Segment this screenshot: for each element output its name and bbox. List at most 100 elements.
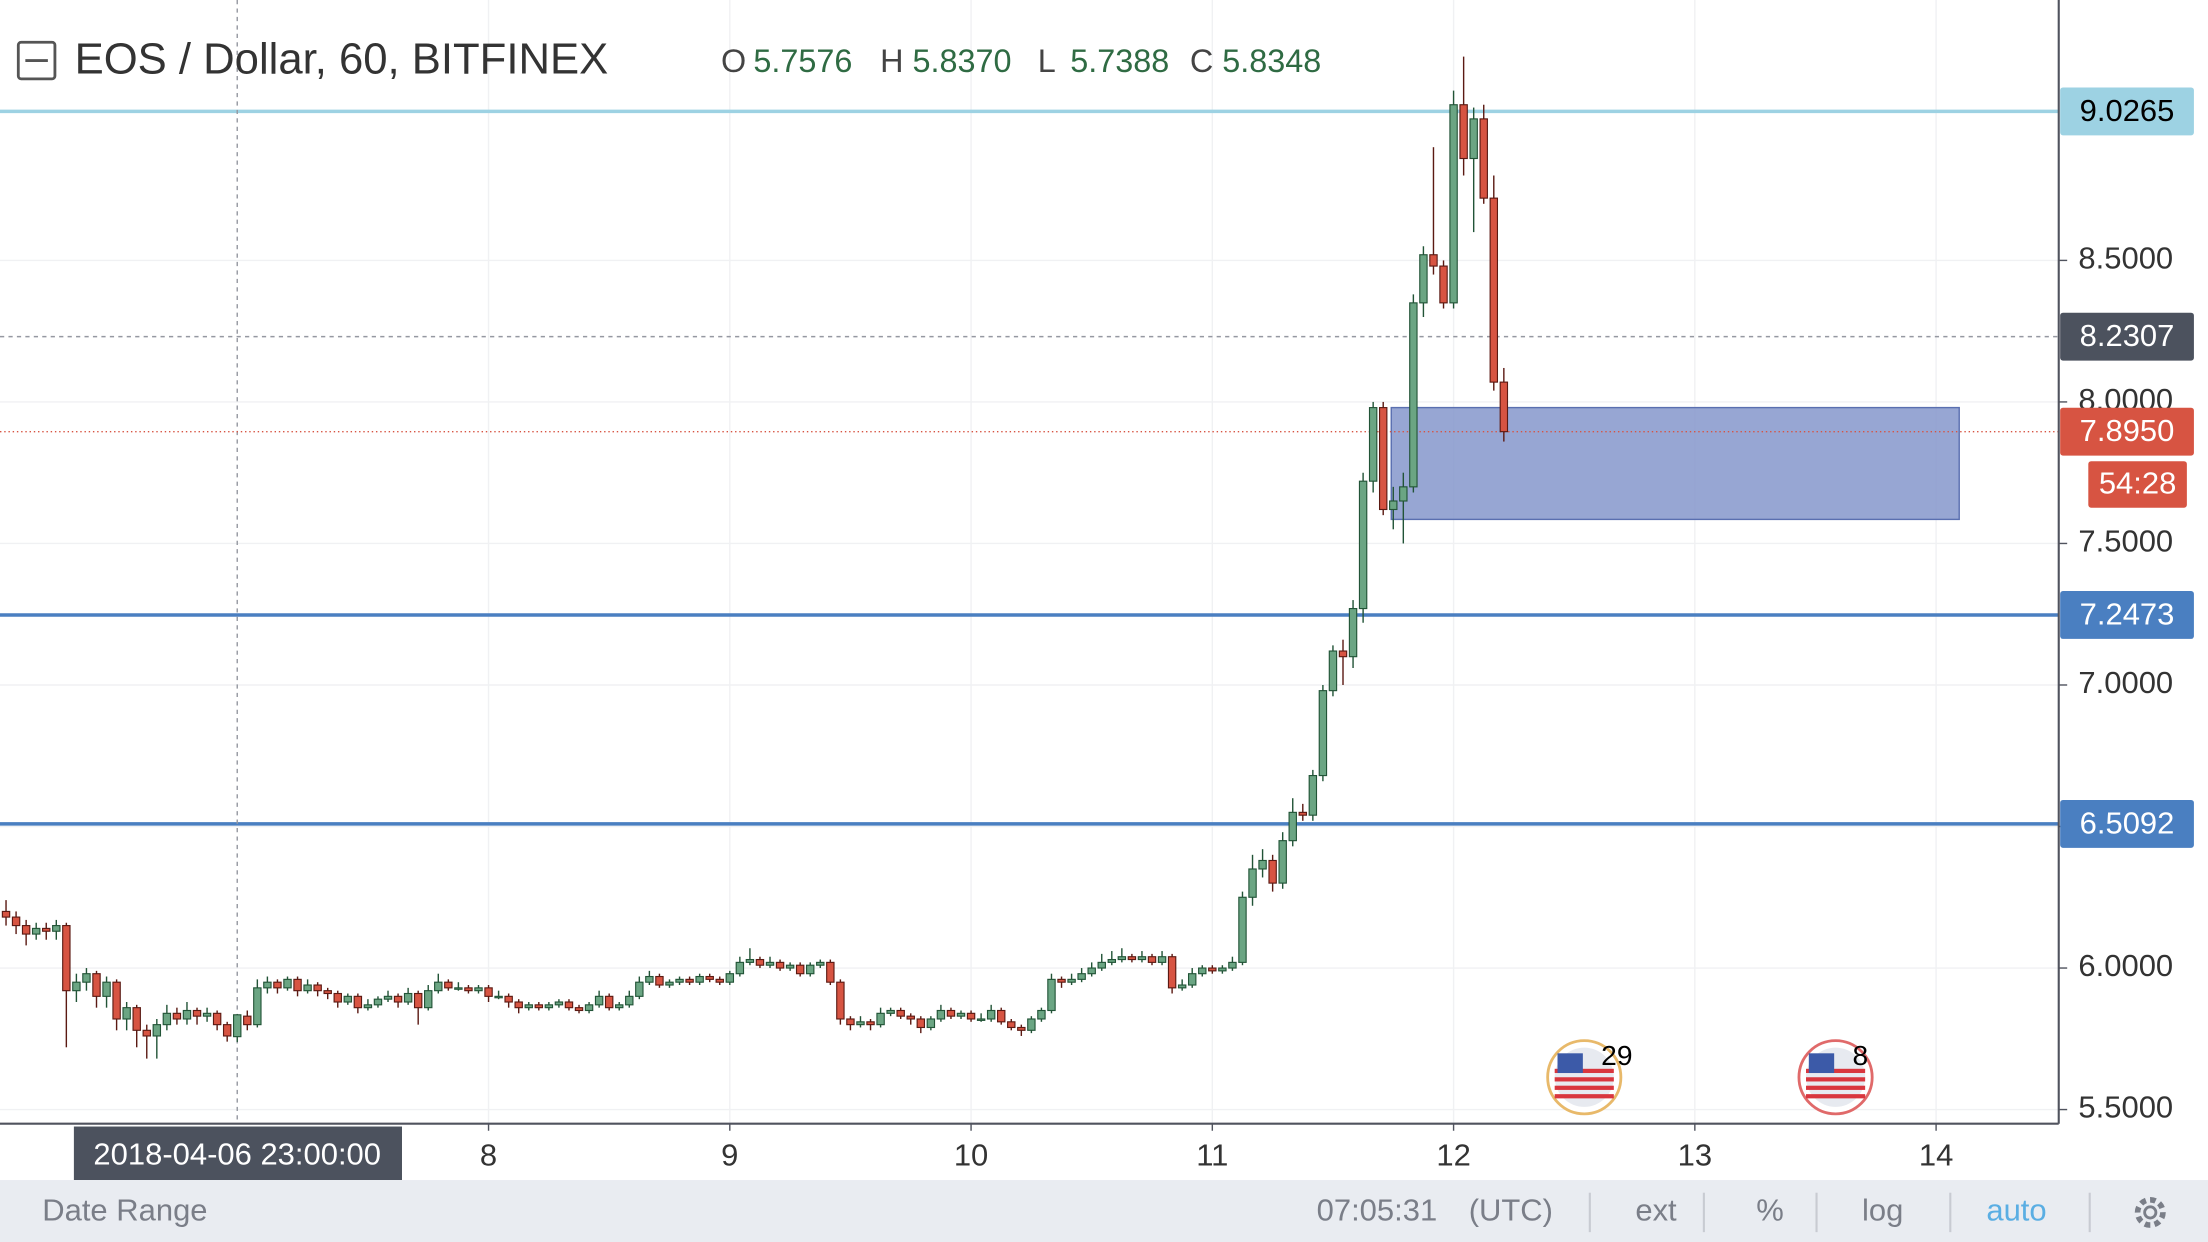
- candle-body: [1278, 840, 1287, 884]
- candle-body: [424, 990, 433, 1009]
- candle-body: [715, 978, 724, 983]
- candle-body: [1338, 650, 1348, 658]
- ohlc-value: 5.7388: [1070, 43, 1169, 79]
- candle-body: [1298, 811, 1308, 816]
- y-tick-label: 6.0000: [2078, 948, 2173, 983]
- candle-body: [132, 1007, 141, 1031]
- candle-body: [383, 995, 393, 1000]
- candle-body: [1117, 956, 1127, 961]
- header-icon[interactable]: [16, 40, 57, 81]
- ohlc-value: 5.8348: [1222, 43, 1321, 79]
- flag-stripe: [1805, 1068, 1866, 1074]
- zone-rectangle: [1390, 406, 1960, 521]
- crosshair-time-label: 2018-04-06 23:00:00: [93, 1136, 381, 1171]
- candle-body: [1399, 486, 1408, 502]
- settings-gear[interactable]: [2134, 1196, 2166, 1228]
- candle-body: [896, 1009, 905, 1017]
- ohlc-letter: L: [1038, 43, 1056, 79]
- candle-body: [685, 978, 694, 983]
- candle-body: [1459, 104, 1468, 160]
- candle-body: [836, 981, 845, 1020]
- candle-body: [343, 995, 353, 1003]
- candle-body: [323, 990, 332, 995]
- candle-body: [253, 987, 262, 1026]
- candle-body: [42, 927, 51, 932]
- y-tick-label: 7.0000: [2078, 665, 2173, 700]
- candle-body: [1238, 896, 1247, 963]
- crosshair-time-box: [73, 1126, 402, 1181]
- candle-body: [886, 1009, 895, 1014]
- toolbar-button[interactable]: %: [1756, 1193, 1784, 1228]
- level-label: 9.0265: [2080, 93, 2175, 128]
- toolbar-button[interactable]: auto: [1986, 1193, 2046, 1228]
- flag-stripe: [1805, 1094, 1866, 1099]
- candle-body: [514, 1001, 523, 1009]
- candle-body: [655, 975, 664, 986]
- flag-stripe: [1554, 1094, 1614, 1099]
- candle-body: [615, 1004, 624, 1009]
- candle-body: [695, 975, 704, 983]
- candle-body: [765, 961, 775, 966]
- candle-body: [1499, 381, 1509, 433]
- ohlc-letter: C: [1190, 43, 1213, 79]
- candle-body: [1087, 967, 1096, 975]
- countdown-box: [2088, 461, 2187, 508]
- candle-body: [1027, 1018, 1036, 1031]
- timezone[interactable]: (UTC): [1469, 1193, 1553, 1228]
- candle-body: [1258, 859, 1267, 870]
- x-tick-label: 13: [1678, 1138, 1712, 1173]
- candle-body: [1047, 978, 1056, 1012]
- clock: 07:05:31: [1317, 1193, 1438, 1228]
- candle-body: [604, 995, 614, 1009]
- level-label: 6.5092: [2080, 806, 2175, 841]
- candle-body: [574, 1007, 584, 1012]
- date-range-button[interactable]: Date Range: [42, 1193, 207, 1228]
- level-box: [2060, 591, 2194, 639]
- toolbar-button[interactable]: ext: [1635, 1193, 1677, 1228]
- candle-body: [876, 1012, 885, 1026]
- candle-body: [182, 1009, 192, 1020]
- candle-body: [1137, 956, 1147, 961]
- x-tick-label: 11: [1196, 1138, 1228, 1173]
- candle-body: [635, 981, 644, 997]
- candle-body: [1288, 811, 1297, 842]
- candle-body: [313, 984, 322, 992]
- candle-body: [31, 927, 41, 935]
- candle-body: [1378, 407, 1388, 511]
- candle-body: [705, 975, 714, 980]
- flag-canton: [1557, 1053, 1583, 1074]
- candle-body: [21, 925, 31, 935]
- candle-body: [1439, 265, 1448, 304]
- candle-body: [1489, 197, 1499, 383]
- candle-body: [152, 1024, 162, 1037]
- candle-body: [52, 925, 61, 932]
- candle-body: [353, 995, 363, 1009]
- flag-stripe: [1554, 1077, 1614, 1082]
- candle-body: [584, 1004, 594, 1012]
- candle-body: [192, 1009, 202, 1017]
- candle-body: [62, 925, 71, 992]
- candle-body: [1389, 500, 1398, 511]
- flag-stripe: [1805, 1077, 1866, 1082]
- candle-body: [976, 1018, 986, 1021]
- candle-body: [1097, 961, 1106, 969]
- candle-body: [373, 998, 383, 1006]
- candle-body: [775, 961, 785, 969]
- candle-body: [484, 987, 493, 997]
- flag-stripe: [1554, 1085, 1614, 1090]
- ohlc-letter: H: [880, 43, 903, 79]
- candle-body: [11, 916, 21, 927]
- candle-body: [474, 987, 483, 992]
- candle-body: [1107, 958, 1117, 963]
- toolbar-button[interactable]: log: [1862, 1193, 1903, 1228]
- flag-canton: [1808, 1053, 1835, 1074]
- candle-body: [554, 1001, 564, 1006]
- candle-body: [162, 1012, 172, 1026]
- candle-body: [625, 995, 634, 1006]
- candle-body: [1368, 407, 1378, 482]
- candle-body: [1218, 967, 1227, 972]
- candle-body: [363, 1004, 373, 1009]
- candle-body: [122, 1007, 131, 1020]
- candle-body: [303, 984, 312, 992]
